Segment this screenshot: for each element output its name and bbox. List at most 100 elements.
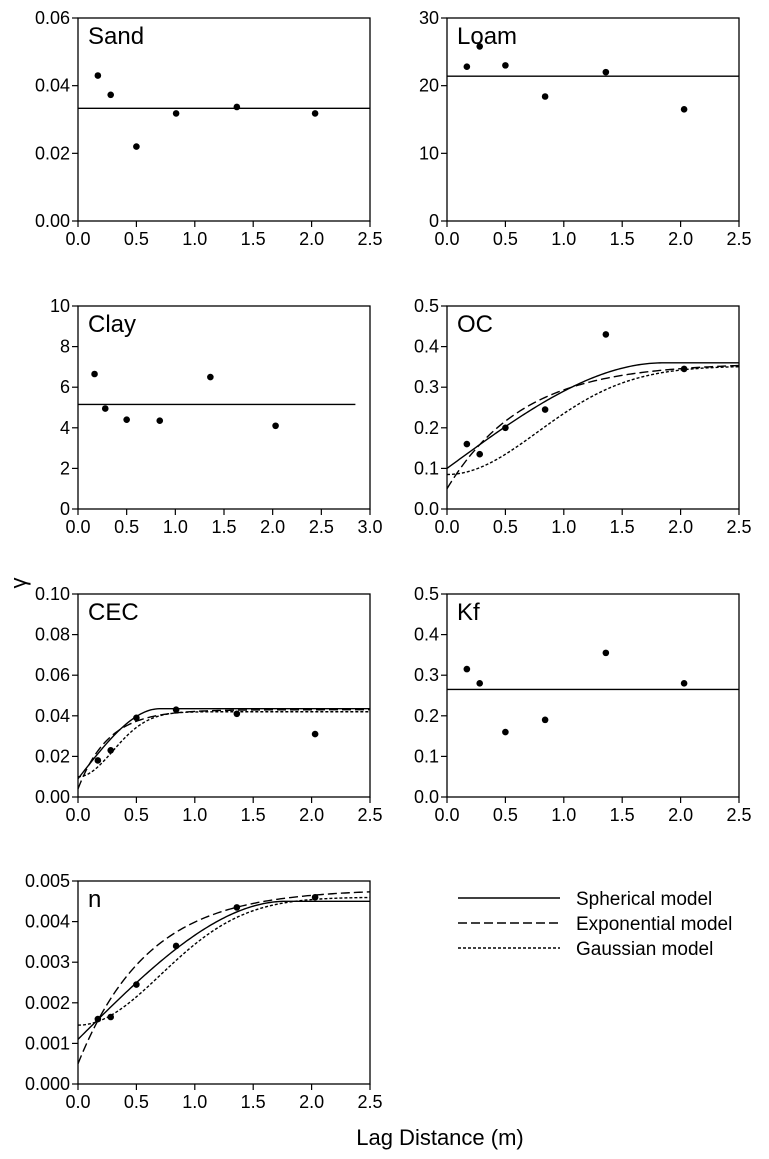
data-point <box>94 757 102 764</box>
data-point <box>233 904 241 911</box>
panel-kf: 0.0 0.5 1.0 1.5 2.0 2.5 0.0 0.1 0.2 0.3 0.4 0.5 Kf <box>414 584 752 825</box>
y-tick-label: 0.4 <box>414 625 439 645</box>
y-tick-label: 0.3 <box>414 665 439 685</box>
y-tick-label: 0 <box>60 499 70 519</box>
legend-label: Exponential model <box>576 914 732 935</box>
y-tick-label: 0.0 <box>414 787 439 807</box>
y-tick-label: 0.000 <box>25 1074 70 1094</box>
y-tick-label: 0.001 <box>25 1033 70 1053</box>
panel-oc: 0.0 0.5 1.0 1.5 2.0 2.5 0.0 0.1 0.2 0.3 0.4 0.5 OC <box>414 296 752 537</box>
data-point <box>91 370 98 378</box>
data-point <box>463 665 471 673</box>
y-tick-label: 0.06 <box>35 665 70 685</box>
x-tick-label: 2.5 <box>726 805 751 825</box>
data-point <box>602 649 610 657</box>
data-point <box>133 143 140 150</box>
data-point <box>602 68 610 76</box>
y-tick-label: 0.08 <box>35 625 70 645</box>
y-tick-label: 0.4 <box>414 337 439 357</box>
model-curve-spherical <box>77 708 370 780</box>
data-point <box>502 728 509 736</box>
model-curve-gaussian <box>77 711 370 778</box>
x-tick-label: 2.5 <box>726 229 751 249</box>
x-tick-label: 1.0 <box>182 805 207 825</box>
x-tick-label: 0.5 <box>493 229 518 249</box>
x-tick-label: 1.0 <box>551 229 576 249</box>
panel-title: CEC <box>88 599 139 626</box>
data-point <box>476 680 484 687</box>
x-tick-label: 0.5 <box>124 229 149 249</box>
y-tick-label: 0.1 <box>414 746 439 766</box>
data-point <box>680 106 688 113</box>
data-point <box>680 680 688 687</box>
model-curve-exponential <box>77 709 370 790</box>
data-point <box>107 91 115 99</box>
data-point <box>311 730 319 738</box>
data-point <box>272 422 279 430</box>
data-point <box>123 416 130 423</box>
model-curve-exponential <box>446 364 740 490</box>
panel-title: Clay <box>88 311 136 338</box>
data-point <box>94 1015 102 1023</box>
data-point <box>476 450 484 458</box>
x-tick-label: 0.0 <box>434 229 459 249</box>
data-point <box>172 706 180 714</box>
x-tick-label: 2.5 <box>357 229 382 249</box>
data-point <box>172 942 180 950</box>
y-tick-label: 0.04 <box>35 706 70 726</box>
data-point <box>101 405 109 412</box>
y-tick-label: 2 <box>60 458 70 478</box>
data-point <box>311 893 319 901</box>
x-tick-label: 2.0 <box>299 1092 324 1112</box>
data-point <box>502 424 509 432</box>
y-tick-label: 20 <box>419 76 439 96</box>
y-tick-label: 0.5 <box>414 296 439 316</box>
data-point <box>476 43 484 50</box>
x-tick-label: 0.0 <box>65 805 90 825</box>
legend-item: Spherical model <box>458 889 712 910</box>
x-tick-label: 1.5 <box>241 229 266 249</box>
x-tick-label: 2.5 <box>726 517 751 537</box>
y-tick-label: 8 <box>60 337 70 357</box>
data-point <box>94 72 102 79</box>
model-curve-gaussian <box>77 896 371 1026</box>
x-tick-label: 1.0 <box>182 229 207 249</box>
data-point <box>502 62 509 69</box>
y-axis-label: γ <box>6 578 31 589</box>
x-tick-label: 2.0 <box>299 805 324 825</box>
x-tick-label: 2.0 <box>668 805 693 825</box>
x-tick-label: 0.5 <box>114 517 139 537</box>
data-point <box>133 981 140 988</box>
plot-frame <box>77 17 371 222</box>
x-tick-label: 0.5 <box>493 805 518 825</box>
x-tick-label: 0.5 <box>124 805 149 825</box>
y-tick-label: 0.06 <box>35 8 70 28</box>
x-tick-label: 1.0 <box>182 1092 207 1112</box>
legend-item: Exponential model <box>458 914 732 935</box>
y-tick-label: 0.00 <box>35 787 70 807</box>
panel-n: 0.0 0.5 1.0 1.5 2.0 2.5 0.000 0.001 0.002 0.003 0.… <box>25 871 383 1112</box>
x-tick-label: 3.0 <box>357 517 382 537</box>
x-axis-label: Lag Distance (m) <box>356 1125 524 1150</box>
y-tick-label: 0.002 <box>25 993 70 1013</box>
panel-sand: 0.0 0.5 1.0 1.5 2.0 2.5 0.00 0.02 0.04 0.06 Sand <box>35 8 383 249</box>
y-tick-label: 0.003 <box>25 952 70 972</box>
panel-title: Sand <box>88 23 144 50</box>
data-point <box>233 103 241 111</box>
panel-title: n <box>88 886 101 913</box>
data-point <box>602 331 610 338</box>
panel-title: Kf <box>457 599 480 626</box>
plot-frame <box>77 593 371 798</box>
plot-frame <box>446 17 740 222</box>
y-tick-label: 0.02 <box>35 746 70 766</box>
data-point <box>463 440 471 448</box>
model-curve-gaussian <box>446 366 740 476</box>
x-tick-label: 1.5 <box>610 517 635 537</box>
y-tick-label: 10 <box>419 143 439 163</box>
data-point <box>207 373 214 381</box>
model-curve-spherical <box>77 900 370 1040</box>
y-tick-label: 0.0 <box>414 499 439 519</box>
x-tick-label: 1.5 <box>241 805 266 825</box>
x-tick-label: 2.0 <box>260 517 285 537</box>
x-tick-label: 1.5 <box>211 517 236 537</box>
